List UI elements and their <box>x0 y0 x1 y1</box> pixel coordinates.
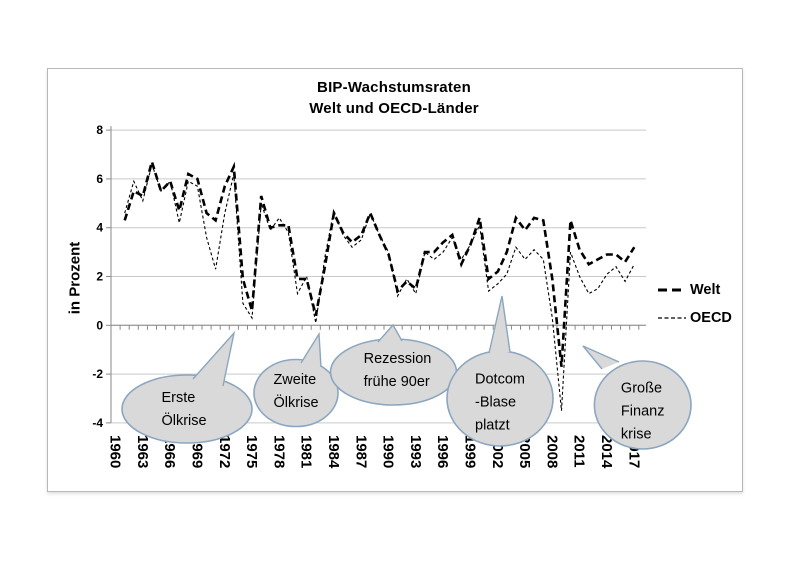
x-tick-label: 1978 <box>270 435 287 468</box>
x-tick-label: 1972 <box>216 435 233 468</box>
y-tick-label: 0 <box>96 318 103 332</box>
annotation-bubble-text: Erste Ölkrise <box>161 387 206 433</box>
chart-title-line1: BIP-Wachstumsraten <box>317 79 471 96</box>
bubble-pointer <box>378 325 402 342</box>
welt-dash-sample-icon <box>658 288 686 292</box>
bubble-pointer-edge <box>582 345 620 370</box>
annotation-bubble-text: Dotcom -Blase platzt <box>475 368 525 437</box>
annotation-bubble <box>329 323 458 406</box>
x-tick-label: 1966 <box>161 435 178 468</box>
bubble-pointer-edge <box>300 331 322 368</box>
annotation-line: -Blase <box>475 394 517 410</box>
x-tick-label: 1993 <box>407 435 424 468</box>
annotation-line: Erste <box>161 390 196 406</box>
x-tick-label: 1960 <box>107 435 124 468</box>
y-tick-label: 8 <box>96 123 103 137</box>
annotation-line: Ölkrise <box>273 395 319 411</box>
legend-item-welt: Welt <box>657 280 732 300</box>
bubble-pointer-edge <box>488 295 511 354</box>
bubble-ellipse <box>121 374 253 444</box>
x-tick-label: 1975 <box>243 435 260 468</box>
x-tick-label: 2014 <box>598 435 615 469</box>
annotation-bubble <box>121 330 253 444</box>
bubble-pointer <box>193 333 234 386</box>
x-tick-label: 1990 <box>380 435 397 468</box>
chart-title: BIP-Wachstumsraten Welt und OECD-Länder <box>48 77 740 119</box>
annotation-line: Ölkrise <box>161 413 207 429</box>
annotation-line: Große <box>620 380 663 397</box>
annotation-bubble-text: Zweite Ölkrise <box>273 369 318 415</box>
x-tick-label: 1981 <box>298 435 315 468</box>
legend-label-oecd: OECD <box>690 310 732 326</box>
series-line-welt <box>123 157 636 367</box>
annotation-line: Zweite <box>273 372 317 388</box>
bubble-pointer-edge <box>377 323 403 343</box>
annotation-line: Finanz <box>620 403 665 420</box>
annotation-line: platzt <box>475 417 510 433</box>
x-tick-label: 1984 <box>325 435 342 469</box>
annotation-bubble <box>253 331 339 428</box>
annotation-line: frühe 90er <box>363 374 430 390</box>
x-tick-label: 2011 <box>571 435 588 468</box>
chart-title-line2: Welt und OECD-Länder <box>309 100 479 117</box>
annotation-bubble-shapes <box>121 295 692 450</box>
bubble-pointer <box>489 296 510 353</box>
annotation-line: Rezession <box>363 351 432 367</box>
bubble-ellipse <box>593 360 692 450</box>
x-tick-label: 1963 <box>134 435 151 468</box>
x-tick-label: 1987 <box>352 435 369 468</box>
x-tick-label: 1996 <box>434 435 451 468</box>
bubble-pointer <box>583 346 619 369</box>
y-tick-label: 2 <box>96 270 103 284</box>
legend-label-welt: Welt <box>690 282 721 298</box>
bubble-ellipse <box>253 358 339 428</box>
series-line-oecd <box>124 162 635 411</box>
annotation-bubble <box>446 295 554 447</box>
chart-area: BIP-Wachstumsraten Welt und OECD-Länder … <box>47 68 743 492</box>
y-tick-label: -2 <box>92 367 103 381</box>
legend-item-oecd: OECD <box>657 308 732 328</box>
bubble-pointer-edge <box>192 330 236 387</box>
annotation-bubble-text: Rezession frühe 90er <box>364 348 432 394</box>
legend: Welt OECD <box>657 280 732 328</box>
annotation-bubble <box>582 345 692 450</box>
y-tick-label: 6 <box>96 172 103 186</box>
x-tick-label: 2008 <box>543 435 560 468</box>
axes <box>106 126 646 424</box>
x-tick-label: 1999 <box>461 435 478 468</box>
y-tick-label: -4 <box>92 416 103 430</box>
annotation-line: Dotcom <box>475 371 525 387</box>
oecd-dash-sample-icon <box>658 317 686 319</box>
annotation-line: krise <box>620 426 652 443</box>
bubble-pointer <box>301 334 321 367</box>
y-tick-label: 4 <box>96 221 103 235</box>
annotation-bubble-text: Große Finanz krise <box>621 378 665 447</box>
